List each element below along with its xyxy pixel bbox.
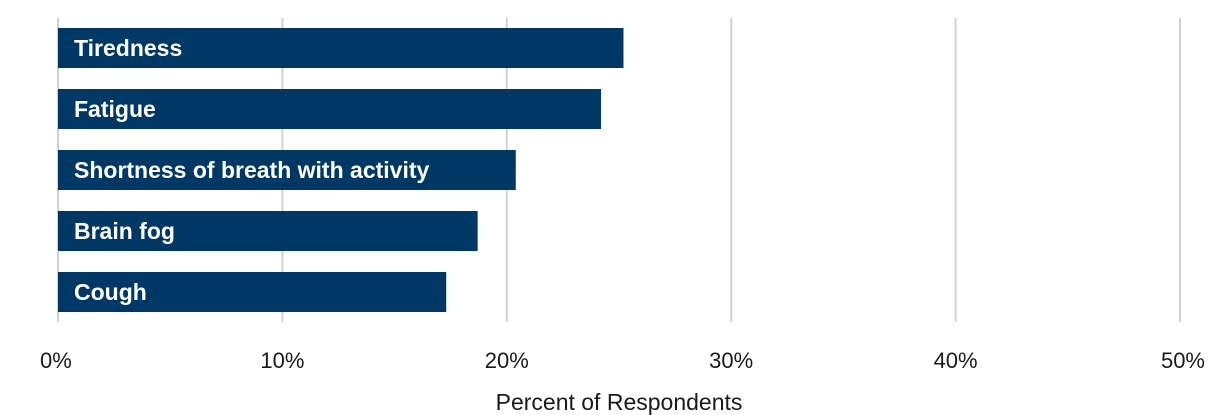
bar	[58, 150, 516, 190]
bar	[58, 89, 602, 129]
bar	[58, 211, 478, 251]
x-tick-label: 0%	[40, 348, 72, 373]
bar-label: Fatigue	[74, 96, 156, 122]
x-tick-labels: 0% 10% 20% 30% 40% 50%	[40, 348, 1205, 373]
x-tick-label: 40%	[934, 348, 978, 373]
bar-label: Cough	[74, 279, 147, 305]
x-tick-label: 10%	[260, 348, 304, 373]
bar-label: Tiredness	[74, 35, 182, 61]
bar-label: Brain fog	[74, 218, 175, 244]
x-tick-label: 30%	[709, 348, 753, 373]
x-tick-label: 50%	[1161, 348, 1205, 373]
bar	[58, 272, 447, 312]
bars-group: Tiredness Fatigue Shortness of breath with…	[58, 28, 624, 312]
x-tick-label: 20%	[485, 348, 529, 373]
x-axis-title: Percent of Respondents	[496, 389, 743, 415]
bar	[58, 28, 624, 68]
bar-label: Shortness of breath with activity	[74, 157, 429, 183]
